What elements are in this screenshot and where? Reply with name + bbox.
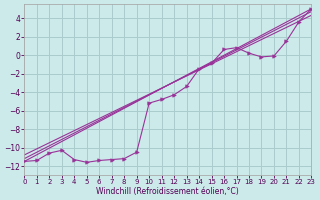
X-axis label: Windchill (Refroidissement éolien,°C): Windchill (Refroidissement éolien,°C): [97, 187, 239, 196]
